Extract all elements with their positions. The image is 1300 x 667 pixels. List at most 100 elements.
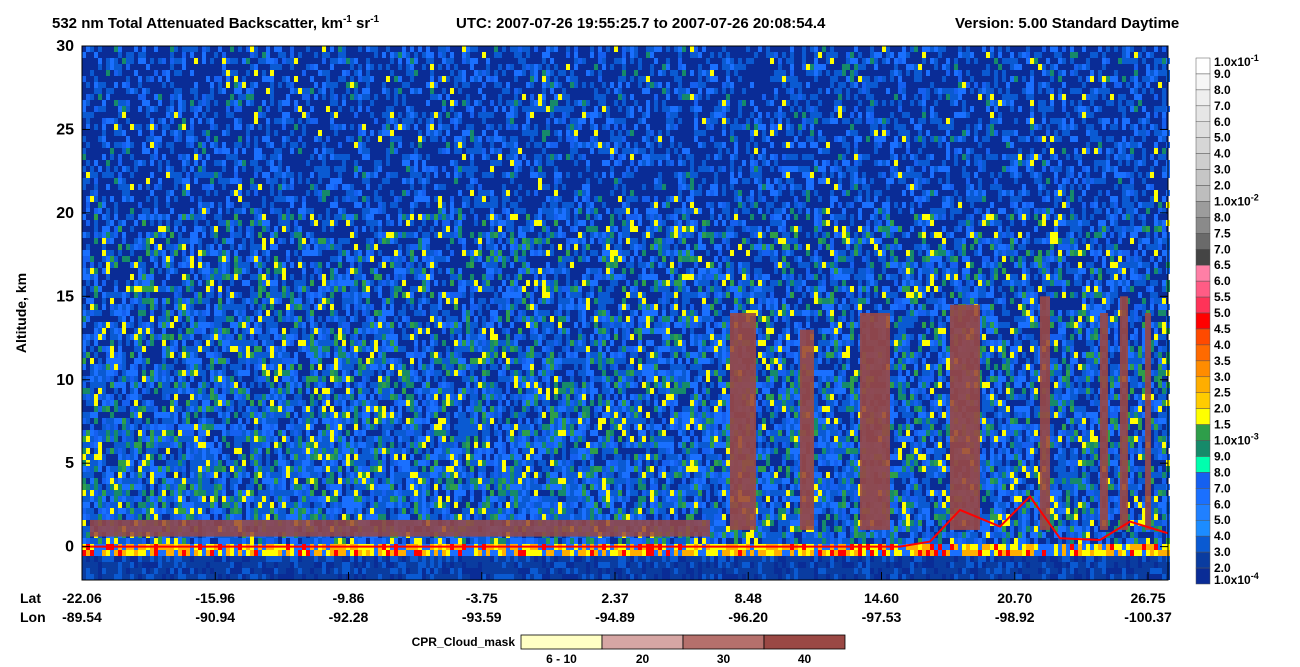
colorbar-label: 9.0 — [1214, 67, 1231, 81]
cpr-legend-label: 6 - 10 — [546, 652, 577, 666]
cloud-mask-region — [90, 519, 710, 537]
colorbar-label-text: 7.0 — [1214, 242, 1231, 256]
cloud-mask-region — [1100, 313, 1108, 530]
colorbar-label-text: 3.0 — [1214, 545, 1231, 559]
colorbar-band — [1195, 201, 1211, 218]
x-tick-label: 20.70 — [997, 590, 1032, 606]
colorbar-band — [1195, 344, 1211, 362]
colorbar-band — [1195, 567, 1211, 585]
colorbar-label-text: 7.0 — [1214, 481, 1231, 495]
x-tick-label: -94.89 — [595, 609, 635, 625]
x-tick-label: -100.37 — [1124, 609, 1172, 625]
colorbar-label: 5.0 — [1214, 513, 1231, 527]
colorbar-label-exp: -4 — [1251, 571, 1259, 581]
cpr-legend-swatch — [763, 634, 846, 650]
colorbar-band — [1195, 121, 1211, 138]
backscatter-field — [82, 544, 1158, 556]
colorbar-label: 1.0x10-2 — [1214, 192, 1259, 208]
colorbar-label-text: 2.0 — [1214, 179, 1231, 193]
colorbar-band — [1195, 440, 1211, 457]
cpr-legend-swatch — [520, 634, 603, 650]
colorbar-label: 2.0 — [1214, 561, 1231, 575]
colorbar-label: 4.0 — [1214, 529, 1231, 543]
colorbar-label-text: 6.0 — [1214, 274, 1231, 288]
cpr-legend-title: CPR_Cloud_mask — [412, 635, 516, 649]
title-main: 532 nm Total Attenuated Backscatter, km — [52, 15, 343, 32]
colorbar-label: 2.0 — [1214, 179, 1231, 193]
x-tick-label: 14.60 — [864, 590, 899, 606]
colorbar-label-text: 4.0 — [1214, 529, 1231, 543]
colorbar-band — [1195, 217, 1211, 234]
backscatter-field — [82, 46, 1170, 544]
x-tick-label: -3.75 — [466, 590, 498, 606]
colorbar-label-exp: -2 — [1251, 192, 1259, 202]
cloud-mask-region — [800, 329, 814, 530]
colorbar-label: 5.0 — [1214, 131, 1231, 145]
colorbar-label: 4.5 — [1214, 322, 1231, 336]
colorbar-label: 3.5 — [1214, 354, 1231, 368]
colorbar-label: 7.0 — [1214, 481, 1231, 495]
colorbar-label-text: 8.0 — [1214, 465, 1231, 479]
cloud-mask-region — [730, 313, 756, 530]
colorbar-label-text: 4.0 — [1214, 338, 1231, 352]
colorbar-band — [1195, 105, 1211, 123]
x-tick-label: -15.96 — [195, 590, 235, 606]
colorbar-band — [1195, 185, 1211, 202]
colorbar-band — [1195, 296, 1211, 314]
cpr-legend-label: 20 — [636, 652, 650, 666]
colorbar-band — [1195, 408, 1211, 425]
colorbar-label-text: 4.5 — [1214, 322, 1231, 336]
title-mid: sr — [352, 15, 371, 32]
colorbar-label: 3.0 — [1214, 163, 1231, 177]
x-tick-label: -96.20 — [728, 609, 768, 625]
cpr-legend-label: 40 — [798, 652, 812, 666]
colorbar-label: 4.0 — [1214, 338, 1231, 352]
y-tick-label: 25 — [56, 121, 74, 138]
colorbar-label: 7.0 — [1214, 99, 1231, 113]
x-tick-label: -93.59 — [462, 609, 502, 625]
colorbar-label: 6.5 — [1214, 258, 1231, 272]
colorbar-band — [1195, 169, 1211, 186]
colorbar-band — [1195, 249, 1211, 266]
colorbar-label: 4.0 — [1214, 147, 1231, 161]
y-tick-label: 30 — [56, 38, 74, 55]
colorbar-label-text: 7.0 — [1214, 99, 1231, 113]
colorbar-label: 8.0 — [1214, 83, 1231, 97]
colorbar-label-text: 6.5 — [1214, 258, 1231, 272]
colorbar-label: 1.0x10-3 — [1214, 432, 1259, 448]
colorbar-label-text: 2.5 — [1214, 386, 1231, 400]
colorbar-band — [1195, 89, 1211, 107]
colorbar-band — [1195, 312, 1211, 330]
colorbar-label-text: 2.0 — [1214, 402, 1231, 416]
x-tick-label: -9.86 — [333, 590, 365, 606]
x-tick-label: -97.53 — [862, 609, 902, 625]
x-axis-name: Lon — [20, 609, 46, 625]
colorbar-label: 6.0 — [1214, 497, 1231, 511]
x-tick-label: 8.48 — [735, 590, 762, 606]
colorbar-label: 1.5 — [1214, 418, 1231, 432]
colorbar-band — [1195, 57, 1211, 75]
colorbar-label-text: 6.0 — [1214, 497, 1231, 511]
colorbar-band — [1195, 519, 1211, 537]
x-tick-label: -89.54 — [62, 609, 102, 625]
colorbar-label-text: 3.0 — [1214, 163, 1231, 177]
cloud-mask-region — [1040, 296, 1050, 530]
y-axis-label: Altitude, km — [13, 273, 29, 353]
colorbar-label-exp: -1 — [1251, 53, 1259, 63]
colorbar-label: 5.5 — [1214, 290, 1231, 304]
colorbar-label-exp: -3 — [1251, 432, 1259, 442]
colorbar-band — [1195, 137, 1211, 154]
x-tick-label: -90.94 — [195, 609, 235, 625]
colorbar-band — [1195, 424, 1211, 441]
x-tick-label: -92.28 — [329, 609, 369, 625]
x-axis-name: Lat — [20, 590, 41, 606]
colorbar-label: 5.0 — [1214, 306, 1231, 320]
y-tick-label: 5 — [65, 455, 74, 472]
colorbar-label: 7.5 — [1214, 226, 1231, 240]
colorbar-label-text: 1.0x10 — [1214, 55, 1251, 69]
backscatter-field — [82, 46, 1170, 556]
colorbar-label-text: 3.0 — [1214, 370, 1231, 384]
colorbar-label: 1.0x10-1 — [1214, 53, 1259, 69]
colorbar-band — [1195, 360, 1211, 378]
title-utc: UTC: 2007-07-26 19:55:25.7 to 2007-07-26… — [456, 15, 826, 32]
